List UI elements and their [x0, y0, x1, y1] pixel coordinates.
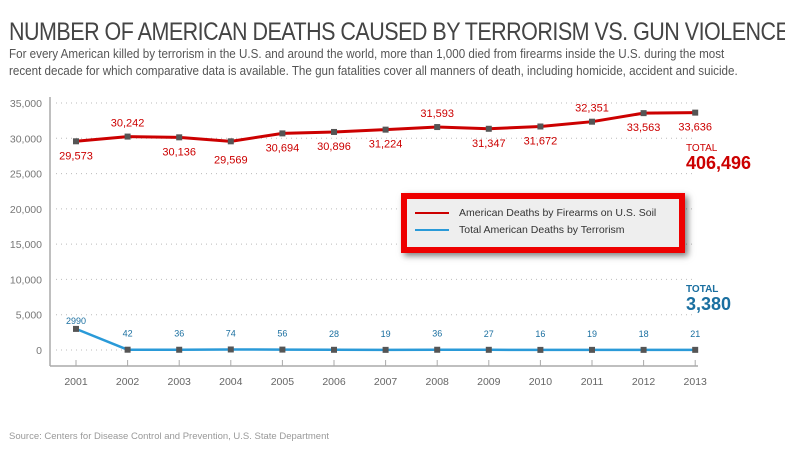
- x-tick-label: 2001: [64, 376, 88, 388]
- source-note: Source: Centers for Disease Control and …: [9, 431, 329, 442]
- x-tick-label: 2010: [529, 376, 553, 388]
- firearms-data-label: 30,242: [111, 118, 145, 130]
- chart-subtitle: For every American killed by terrorism i…: [9, 47, 738, 78]
- legend-label-terrorism: Total American Deaths by Terrorism: [459, 224, 625, 236]
- y-tick-label: 5,000: [16, 310, 42, 322]
- firearms-point: [537, 123, 544, 130]
- legend-swatch-firearms: [415, 212, 449, 214]
- y-tick-label: 25,000: [10, 169, 42, 181]
- y-tick-label: 30,000: [10, 133, 42, 145]
- x-tick-label: 2013: [684, 376, 708, 388]
- x-tick-label: 2008: [426, 376, 450, 388]
- x-tick-label: 2011: [581, 376, 604, 388]
- terrorism-data-label: 18: [639, 329, 649, 339]
- x-tick-label: 2006: [322, 376, 346, 388]
- terrorism-data-label: 36: [432, 329, 442, 339]
- terrorism-data-label: 21: [690, 329, 700, 339]
- firearms-point: [124, 133, 131, 140]
- terrorism-point: [279, 346, 286, 353]
- firearms-point: [227, 138, 234, 145]
- legend: American Deaths by Firearms on U.S. Soil…: [401, 193, 685, 253]
- terrorism-point: [485, 346, 492, 353]
- firearms-data-label: 30,694: [266, 142, 300, 154]
- y-tick-label: 35,000: [10, 98, 42, 110]
- terrorism-data-label: 36: [174, 329, 184, 339]
- firearms-data-label: 30,136: [162, 146, 196, 158]
- legend-label-firearms: American Deaths by Firearms on U.S. Soil: [459, 207, 657, 219]
- terrorism-point: [692, 346, 699, 353]
- firearms-point: [331, 128, 337, 135]
- terrorism-data-label: 19: [587, 329, 597, 339]
- chart-title: NUMBER OF AMERICAN DEATHS CAUSED BY TERR…: [9, 18, 785, 46]
- firearms-point: [692, 109, 699, 116]
- y-tick-label: 20,000: [10, 204, 42, 216]
- firearms-data-label: 29,573: [59, 150, 93, 162]
- firearms-point: [640, 110, 647, 117]
- x-tick-label: 2004: [219, 376, 243, 388]
- x-tick-label: 2005: [271, 376, 295, 388]
- terrorism-point: [382, 346, 389, 353]
- terrorism-data-label: 2990: [66, 316, 86, 326]
- terrorism-data-label: 27: [484, 329, 494, 339]
- terrorism-data-label: 56: [277, 329, 287, 339]
- firearms-point: [589, 118, 595, 125]
- firearms-total-label: TOTAL: [686, 143, 718, 154]
- terrorism-total-value: 3,380: [686, 294, 732, 314]
- firearms-point: [176, 134, 183, 141]
- terrorism-point: [176, 346, 183, 353]
- terrorism-point: [331, 346, 337, 353]
- firearms-data-label: 33,636: [678, 122, 712, 134]
- terrorism-data-label: 74: [226, 328, 236, 338]
- firearms-data-label: 30,896: [317, 141, 351, 153]
- terrorism-point: [124, 346, 131, 353]
- firearms-data-label: 32,351: [575, 103, 609, 115]
- legend-item-firearms: American Deaths by Firearms on U.S. Soil: [415, 207, 656, 219]
- firearms-data-label: 33,563: [627, 122, 661, 134]
- x-tick-label: 2007: [374, 376, 398, 388]
- legend-swatch-terrorism: [415, 229, 449, 231]
- x-tick-label: 2003: [168, 376, 192, 388]
- terrorism-point: [537, 346, 544, 353]
- terrorism-data-label: 42: [123, 329, 133, 339]
- terrorism-data-label: 19: [381, 329, 391, 339]
- firearms-data-label: 31,347: [472, 138, 506, 150]
- terrorism-point: [73, 325, 79, 332]
- x-tick-label: 2009: [477, 376, 501, 388]
- y-tick-label: 0: [36, 345, 42, 357]
- firearms-data-label: 31,593: [420, 108, 454, 120]
- terrorism-data-label: 16: [535, 329, 545, 339]
- firearms-total-value: 406,496: [686, 153, 752, 173]
- terrorism-point: [640, 346, 647, 353]
- firearms-point: [485, 125, 492, 132]
- legend-item-terrorism: Total American Deaths by Terrorism: [415, 224, 625, 236]
- x-tick-label: 2002: [116, 376, 140, 388]
- firearms-data-label: 31,672: [524, 135, 558, 147]
- firearms-data-label: 29,569: [214, 154, 248, 166]
- y-tick-label: 10,000: [10, 274, 42, 286]
- terrorism-total-label: TOTAL: [686, 284, 719, 295]
- firearms-point: [279, 130, 286, 137]
- firearms-point: [382, 126, 389, 133]
- firearms-data-label: 31,224: [369, 139, 403, 151]
- terrorism-point: [227, 346, 234, 353]
- firearms-point: [434, 124, 441, 131]
- y-tick-label: 15,000: [10, 239, 42, 251]
- terrorism-point: [434, 346, 441, 353]
- terrorism-point: [589, 346, 595, 353]
- x-tick-label: 2012: [632, 376, 656, 388]
- firearms-point: [73, 138, 79, 145]
- terrorism-data-label: 28: [329, 329, 339, 339]
